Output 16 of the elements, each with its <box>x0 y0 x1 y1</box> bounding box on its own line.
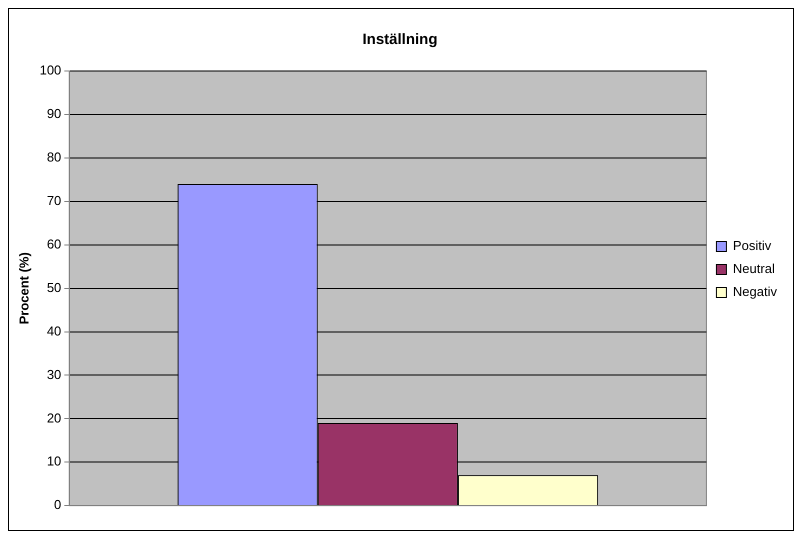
y-tick-label: 50 <box>46 280 62 295</box>
y-tick-label: 60 <box>46 236 62 252</box>
y-tick-label: 30 <box>46 366 62 382</box>
y-tick-label: 90 <box>46 106 62 122</box>
y-tick-label: 40 <box>46 323 62 338</box>
y-axis-title: Procent (%) <box>16 252 32 324</box>
y-tick-label: 70 <box>46 192 62 208</box>
y-tick-label: 80 <box>46 150 62 164</box>
y-tick-label: 100 <box>40 62 62 78</box>
y-tick-label: 20 <box>46 410 62 426</box>
legend-label: Neutral <box>732 261 775 276</box>
legend-label: Negativ <box>732 284 778 300</box>
legend-label: Positiv <box>732 238 772 254</box>
y-tick-label: 0 <box>54 497 62 512</box>
y-tick-label: 10 <box>46 454 62 469</box>
chart-title: Inställning <box>362 31 438 48</box>
